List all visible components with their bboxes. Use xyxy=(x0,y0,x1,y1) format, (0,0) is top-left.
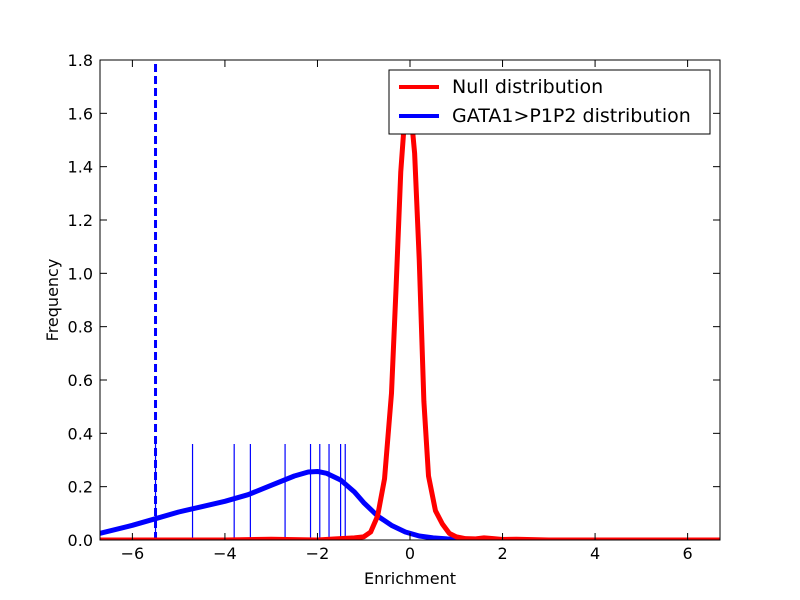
y-tick-label: 1.8 xyxy=(68,51,93,70)
y-tick-label: 0.4 xyxy=(68,424,93,443)
axis-ticks: −6 −4 −2 0 2 4 6 0.0 0.2 0.4 0.6 0.8 1.0 1.2 1.4 1.6 1.8 xyxy=(68,51,720,563)
x-tick-label: 0 xyxy=(405,544,415,563)
x-tick-label: 4 xyxy=(590,544,600,563)
x-tick-label: −2 xyxy=(306,544,330,563)
y-tick-label: 0.8 xyxy=(68,318,93,337)
y-tick-label: 1.2 xyxy=(68,211,93,230)
legend: Null distribution GATA1>P1P2 distributio… xyxy=(388,69,711,135)
x-tick-label: −4 xyxy=(213,544,237,563)
y-tick-label: 1.4 xyxy=(68,158,93,177)
y-tick-label: 0.6 xyxy=(68,371,93,390)
legend-box xyxy=(388,69,711,135)
y-tick-label: 1.0 xyxy=(68,264,93,283)
x-tick-label: 6 xyxy=(683,544,693,563)
y-axis-label: Frequency xyxy=(43,259,62,342)
x-axis-label: Enrichment xyxy=(364,569,456,588)
y-tick-label: 0.0 xyxy=(68,531,93,550)
x-tick-label: −6 xyxy=(121,544,145,563)
x-tick-label: 2 xyxy=(497,544,507,563)
series-line-null xyxy=(100,100,720,540)
legend-label-gata1: GATA1>P1P2 distribution xyxy=(452,105,691,127)
y-tick-label: 0.2 xyxy=(68,478,93,497)
y-tick-label: 1.6 xyxy=(68,104,93,123)
legend-label-null: Null distribution xyxy=(452,76,603,98)
